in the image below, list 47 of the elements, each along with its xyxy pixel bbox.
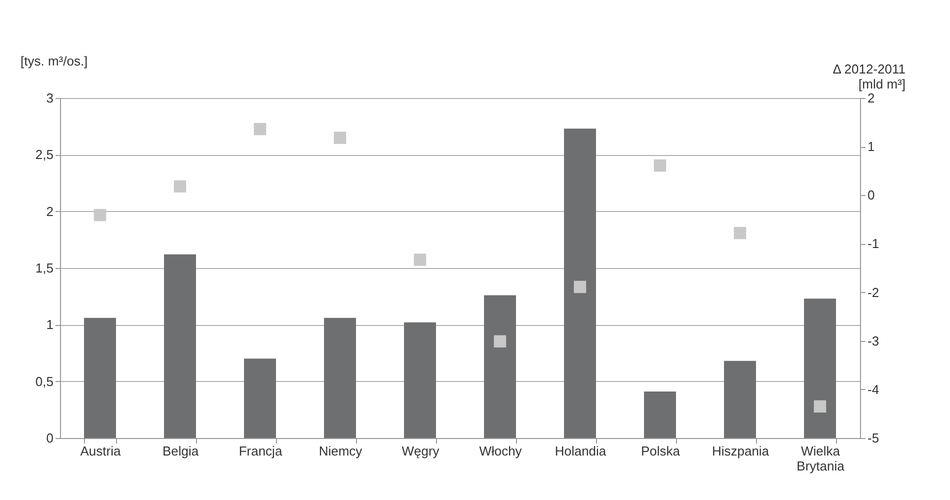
x-tick-label: Francja xyxy=(238,444,283,458)
bar xyxy=(804,298,836,438)
point xyxy=(734,226,746,240)
point xyxy=(414,254,426,266)
y2-tick-label: -3 xyxy=(868,333,880,348)
x-tick-label: Holandia xyxy=(554,444,607,458)
bar xyxy=(484,295,516,438)
x-tick-label: Austria xyxy=(80,444,122,458)
y2-tick-label: -2 xyxy=(868,284,880,300)
bar xyxy=(644,392,676,438)
y2-tick-label: 0 xyxy=(868,188,875,203)
y-tick-label: 2,5 xyxy=(35,147,54,162)
x-tick-label: Włochy xyxy=(479,444,522,458)
y-tick-label: 3 xyxy=(46,90,54,106)
point xyxy=(94,208,106,222)
point xyxy=(814,400,826,413)
y2-axis-title: Δ 2012-2011 [mld m³] xyxy=(832,62,906,92)
point xyxy=(174,180,186,193)
x-tick-label: Polska xyxy=(640,444,681,458)
y-tick-label: 0,5 xyxy=(35,374,54,389)
y-tick-label: 1,5 xyxy=(35,260,54,276)
y2-tick-label: -5 xyxy=(868,430,880,446)
bar xyxy=(164,254,196,438)
y-axis-title: [tys. m³/os.] xyxy=(20,54,88,68)
y-tick-label: 1 xyxy=(46,317,54,332)
point xyxy=(494,335,506,348)
x-tick-label: Węgry xyxy=(402,444,440,458)
x-tick-label: Niemcy xyxy=(318,444,363,458)
bar xyxy=(84,318,116,438)
y2-tick-label: -4 xyxy=(868,382,880,397)
x-tick-label: Belgia xyxy=(162,444,200,458)
x-tick-label: Hiszpania xyxy=(712,444,770,458)
point xyxy=(654,159,666,172)
bar xyxy=(724,360,756,438)
bar xyxy=(324,318,356,438)
x-tick-label: Wielka Brytania xyxy=(796,444,846,474)
point xyxy=(574,280,586,294)
point xyxy=(254,122,266,136)
bar xyxy=(564,128,596,438)
point xyxy=(334,132,346,144)
y-tick-label: 0 xyxy=(46,430,54,446)
y2-tick-label: 2 xyxy=(868,90,875,106)
y2-tick-label: -1 xyxy=(868,236,880,252)
y-tick-label: 2 xyxy=(46,204,54,219)
bar xyxy=(404,322,436,438)
bar xyxy=(244,358,276,438)
y2-tick-label: 1 xyxy=(868,139,875,154)
